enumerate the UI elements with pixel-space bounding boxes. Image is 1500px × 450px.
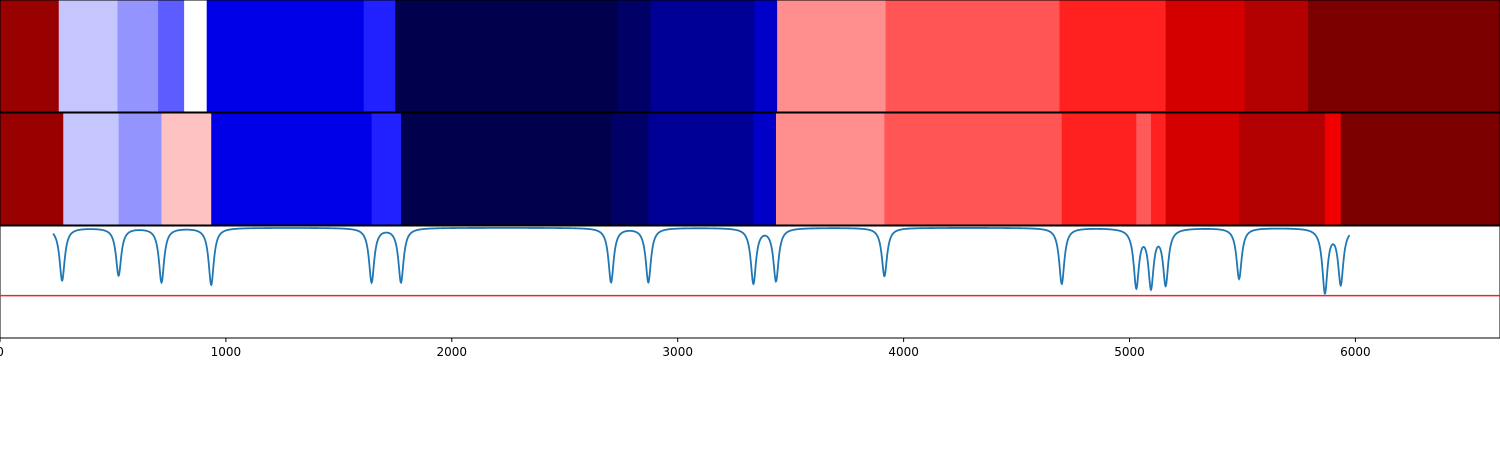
heatmap-segment-row1-8: [648, 113, 754, 225]
heatmap-segment-row0-9: [650, 0, 756, 112]
heatmap-segment-row1-1: [63, 113, 120, 225]
heatmap-segment-row1-16: [1239, 113, 1326, 225]
heatmap-segment-row1-18: [1340, 113, 1500, 225]
x-tick-label: 6000: [1340, 345, 1371, 359]
heatmap-segment-row0-2: [117, 0, 159, 112]
heatmap-segment-row0-3: [158, 0, 185, 112]
heatmap-segment-row1-11: [884, 113, 1063, 225]
panel-middle-frame: [0, 112, 1500, 226]
heatmap-segment-row0-8: [616, 0, 652, 112]
heatmap-segment-row0-13: [1059, 0, 1167, 112]
heatmap-segment-row1-9: [753, 113, 777, 225]
heatmap-segment-row1-7: [611, 113, 649, 225]
heatmap-segment-row0-15: [1244, 0, 1309, 112]
heatmap-segment-row0-12: [885, 0, 1060, 112]
heatmap-segment-row1-10: [775, 113, 885, 225]
heatmap-segment-row0-1: [58, 0, 118, 112]
heatmap-segment-row0-6: [363, 0, 396, 112]
heatmap-segment-row0-7: [395, 0, 618, 112]
x-tick-label: 1000: [211, 345, 242, 359]
heatmap-segment-row1-17: [1324, 113, 1342, 225]
heatmap-segment-row1-14: [1150, 113, 1167, 225]
heatmap-segment-row1-0: [0, 113, 64, 225]
x-tick-label: 0: [0, 345, 4, 359]
heatmap-segment-row0-16: [1307, 0, 1500, 112]
heatmap-segment-row1-2: [118, 113, 163, 225]
heatmap-row-top: [0, 0, 1500, 112]
x-tick-label: 5000: [1114, 345, 1145, 359]
heatmap-segment-row1-5: [371, 113, 402, 225]
signal-series-line: [52, 227, 1351, 295]
heatmap-segment-row1-6: [400, 113, 612, 225]
heatmap-segment-row1-12: [1061, 113, 1137, 225]
heatmap-segment-row0-4: [184, 0, 208, 112]
heatmap-segment-row0-10: [754, 0, 778, 112]
heatmap-segment-row0-5: [206, 0, 365, 112]
x-tick-label: 3000: [662, 345, 693, 359]
panel-bottom-frame: [0, 225, 1500, 339]
heatmap-segment-row0-0: [0, 0, 60, 112]
heatmap-segment-row1-15: [1165, 113, 1240, 225]
heatmap-segment-row0-11: [777, 0, 887, 112]
line-panel: [0, 225, 1500, 339]
x-tick-label: 2000: [437, 345, 468, 359]
heatmap-segment-row1-3: [161, 113, 212, 225]
heatmap-segment-row0-14: [1165, 0, 1246, 112]
x-tick-label: 4000: [888, 345, 919, 359]
heatmap-segment-row1-13: [1136, 113, 1152, 225]
heatmap-segment-row1-4: [211, 113, 373, 225]
x-axis: 0 1000 2000 3000 4000 5000 6000: [0, 338, 1371, 359]
panel-top-frame: [0, 0, 1500, 113]
heatmap-row-bottom: [0, 113, 1500, 225]
